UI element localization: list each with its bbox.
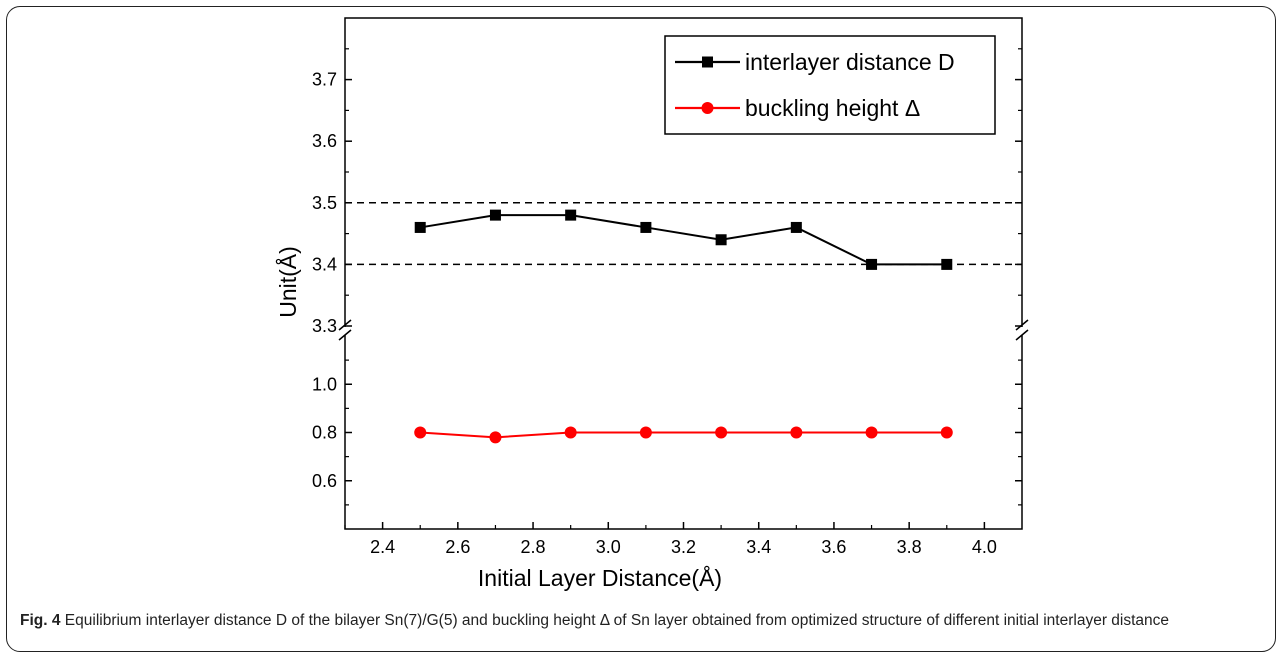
y-tick-label: 0.8 — [312, 423, 337, 443]
data-point-square — [941, 258, 953, 270]
caption-label: Fig. 4 — [20, 612, 61, 629]
break-slash-right — [1015, 319, 1029, 331]
legend-marker-square — [702, 56, 713, 68]
break-gap-left — [342, 327, 348, 335]
x-axis-label: Initial Layer Distance(Å) — [478, 564, 722, 591]
data-point-circle — [639, 426, 652, 439]
x-tick-label: 3.8 — [897, 537, 922, 557]
ticks: 2.4 2.6 2.8 3.0 3.2 3.4 3.6 3.8 4.0 3.3 3.4 3.5 3.6 3… — [312, 48, 1022, 557]
data-point-square — [866, 258, 878, 270]
y-tick-label: 3.6 — [312, 131, 337, 151]
series-line — [420, 431, 947, 439]
data-point-circle — [940, 426, 953, 439]
break-slash-left — [338, 319, 352, 331]
data-point-square — [790, 221, 802, 233]
data-point-circle — [790, 426, 803, 439]
x-tick-label: 2.6 — [445, 537, 470, 557]
data-point-square — [565, 209, 577, 221]
y-tick-label: 0.6 — [312, 471, 337, 491]
x-tick-label: 2.4 — [370, 537, 395, 557]
legend: interlayer distance D buckling height Δ — [664, 35, 996, 135]
series — [414, 209, 953, 444]
y-tick-label: 3.7 — [312, 70, 337, 90]
data-point-circle — [564, 426, 577, 439]
x-tick-label: 4.0 — [972, 537, 997, 557]
figure-caption: Fig. 4 Equilibrium interlayer distance D… — [20, 610, 1260, 631]
break-slash-left — [338, 329, 352, 341]
x-tick-label: 2.8 — [521, 537, 546, 557]
data-point-circle — [865, 426, 878, 439]
y-tick-label: 1.0 — [312, 374, 337, 394]
data-point-circle — [489, 431, 502, 444]
y-tick-label: 3.3 — [312, 316, 337, 336]
break-slash-right — [1015, 329, 1029, 341]
legend-label: buckling height Δ — [745, 95, 920, 121]
y-tick-label: 3.4 — [312, 254, 337, 274]
legend-box — [664, 35, 996, 135]
data-point-circle — [715, 426, 728, 439]
data-point-square — [640, 221, 652, 233]
figure-frame — [6, 6, 1276, 652]
x-tick-label: 3.4 — [746, 537, 771, 557]
caption-text: Equilibrium interlayer distance D of the… — [64, 612, 1170, 629]
x-tick-label: 3.0 — [596, 537, 621, 557]
legend-marker-circle — [701, 102, 714, 114]
data-point-square — [489, 209, 501, 221]
legend-label: interlayer distance D — [745, 49, 955, 75]
y-tick-label: 3.5 — [312, 193, 337, 213]
data-point-square — [715, 234, 727, 246]
chart: 2.4 2.6 2.8 3.0 3.2 3.4 3.6 3.8 4.0 3.3 3.4 3.5 3.6 3… — [274, 17, 1029, 591]
y-axis-label: Unit(Å) — [274, 246, 301, 318]
data-point-square — [414, 221, 426, 233]
series-line — [420, 214, 947, 266]
x-tick-label: 3.6 — [821, 537, 846, 557]
axis-break — [338, 319, 1029, 341]
break-gap-right — [1019, 327, 1025, 335]
x-tick-label: 3.2 — [671, 537, 696, 557]
data-point-circle — [414, 426, 427, 439]
